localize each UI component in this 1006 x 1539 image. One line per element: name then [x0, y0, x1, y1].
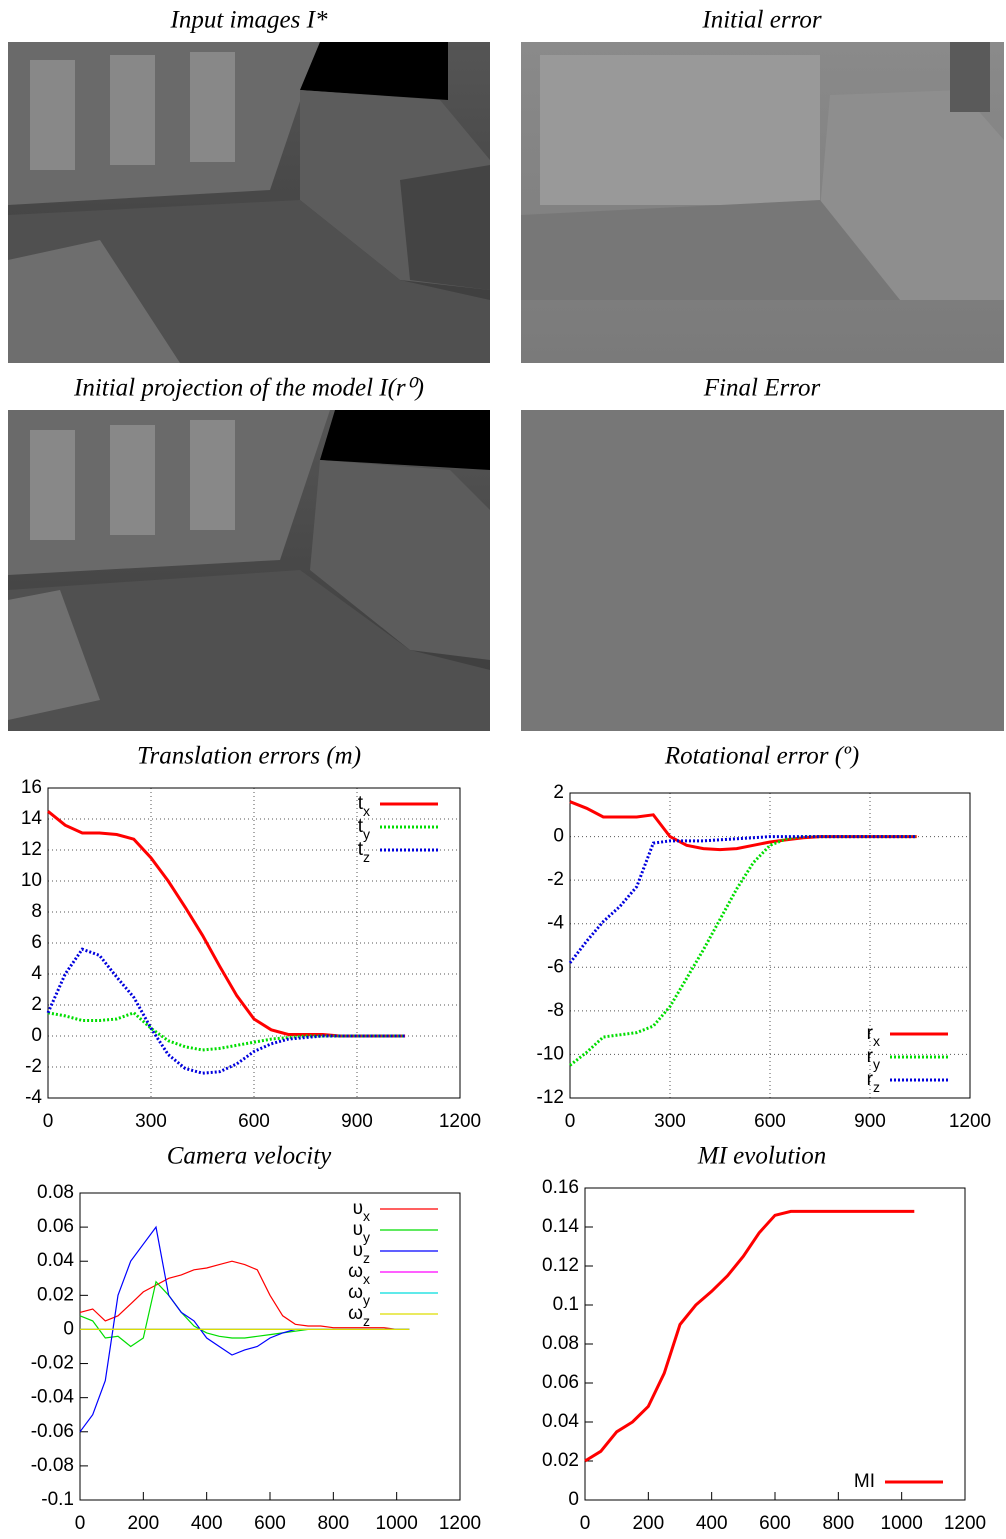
chart-title: Camera velocity [167, 1143, 332, 1170]
legend-label: ty [358, 816, 370, 842]
image-title: Initial error [701, 7, 821, 34]
chart-title: MI evolution [697, 1143, 826, 1170]
x-tick-label: 1200 [949, 1111, 991, 1132]
y-tick-label: 2 [31, 994, 42, 1015]
x-tick-label: 0 [565, 1111, 576, 1132]
y-tick-label: -0.02 [31, 1353, 74, 1374]
y-tick-label: 0.16 [542, 1177, 579, 1198]
x-tick-label: 0 [43, 1111, 54, 1132]
x-tick-label: 1200 [944, 1513, 986, 1534]
y-tick-label: 0.1 [553, 1294, 579, 1315]
y-tick-label: 10 [21, 870, 42, 891]
data-line [568, 835, 917, 964]
y-tick-label: 0.06 [542, 1372, 579, 1393]
plot-frame [47, 787, 461, 1099]
x-tick-label: 200 [632, 1513, 664, 1534]
x-tick-label: 600 [754, 1111, 786, 1132]
final-error-image [521, 410, 1004, 731]
x-tick-label: 900 [341, 1111, 373, 1132]
y-tick-label: 8 [31, 901, 42, 922]
chart-title: Translation errors (m) [137, 743, 361, 770]
data-line [79, 1260, 410, 1330]
legend-label: tz [358, 839, 370, 865]
y-tick-label: 0.04 [542, 1411, 579, 1432]
y-tick-label: 0 [31, 1025, 42, 1046]
y-tick-label: -12 [537, 1087, 564, 1108]
y-tick-label: 4 [31, 963, 42, 984]
x-tick-label: 300 [654, 1111, 686, 1132]
y-tick-label: 14 [21, 808, 43, 829]
y-tick-label: 0.04 [37, 1250, 74, 1271]
y-tick-label: -0.08 [31, 1455, 74, 1476]
y-tick-label: -10 [537, 1043, 564, 1064]
plot-frame [79, 1192, 461, 1501]
legend-label: ry [867, 1046, 880, 1072]
data-line [569, 835, 917, 1067]
x-tick-label: 900 [854, 1111, 886, 1132]
data-line [584, 1209, 915, 1463]
x-tick-label: 1000 [376, 1513, 418, 1534]
y-tick-label: 0.14 [542, 1216, 579, 1237]
y-tick-label: -0.04 [31, 1387, 75, 1408]
y-tick-label: -0.06 [31, 1421, 74, 1442]
legend-label: MI [854, 1471, 875, 1492]
y-tick-label: 0 [568, 1489, 579, 1510]
y-tick-label: 0 [63, 1318, 74, 1339]
y-tick-label: 0.08 [542, 1333, 579, 1354]
y-tick-label: -0.1 [41, 1489, 74, 1510]
x-tick-label: 800 [317, 1513, 349, 1534]
y-tick-label: 0.12 [542, 1255, 579, 1276]
y-tick-label: 0.02 [37, 1284, 74, 1305]
x-tick-label: 400 [191, 1513, 223, 1534]
x-tick-label: 800 [822, 1513, 854, 1534]
y-tick-label: -2 [547, 869, 564, 890]
y-tick-label: -2 [25, 1056, 42, 1077]
x-tick-label: 1000 [881, 1513, 923, 1534]
y-tick-label: 12 [21, 839, 42, 860]
y-tick-label: 0 [553, 826, 564, 847]
x-tick-label: 600 [238, 1111, 270, 1132]
plot-frame [584, 1187, 966, 1501]
y-tick-label: 6 [31, 932, 42, 953]
initial-error-image [521, 42, 1004, 363]
y-tick-label: 2 [553, 782, 564, 803]
data-line [47, 810, 406, 1038]
x-tick-label: 0 [580, 1513, 591, 1534]
plot-frame [569, 792, 971, 1099]
x-tick-label: 600 [254, 1513, 286, 1534]
y-tick-label: -6 [547, 956, 564, 977]
x-tick-label: 1200 [439, 1513, 481, 1534]
legend-label: rz [867, 1069, 880, 1095]
image-title: Initial projection of the model I(r⁰) [73, 375, 424, 402]
x-tick-label: 600 [759, 1513, 791, 1534]
initial-projection-image [8, 410, 490, 731]
data-line [47, 1011, 406, 1052]
y-tick-label: -4 [25, 1087, 42, 1108]
x-tick-label: 200 [127, 1513, 159, 1534]
y-tick-label: 16 [21, 777, 42, 798]
x-tick-label: 400 [696, 1513, 728, 1534]
image-title: Final Error [703, 375, 821, 402]
y-tick-label: 0.08 [37, 1182, 74, 1203]
y-tick-label: -4 [547, 913, 564, 934]
image-title: Input images I* [170, 7, 328, 34]
y-tick-label: -8 [547, 1000, 564, 1021]
x-tick-label: 300 [135, 1111, 167, 1132]
y-tick-label: 0.06 [37, 1216, 74, 1237]
y-tick-label: 0.02 [542, 1450, 579, 1471]
data-line [46, 947, 406, 1075]
input-image [8, 42, 490, 363]
data-line [569, 800, 917, 852]
chart-title: Rotational error (º) [664, 743, 859, 770]
legend-label: tx [358, 793, 370, 819]
x-tick-label: 0 [75, 1513, 86, 1534]
x-tick-label: 1200 [439, 1111, 481, 1132]
legend-label: rx [867, 1023, 880, 1049]
